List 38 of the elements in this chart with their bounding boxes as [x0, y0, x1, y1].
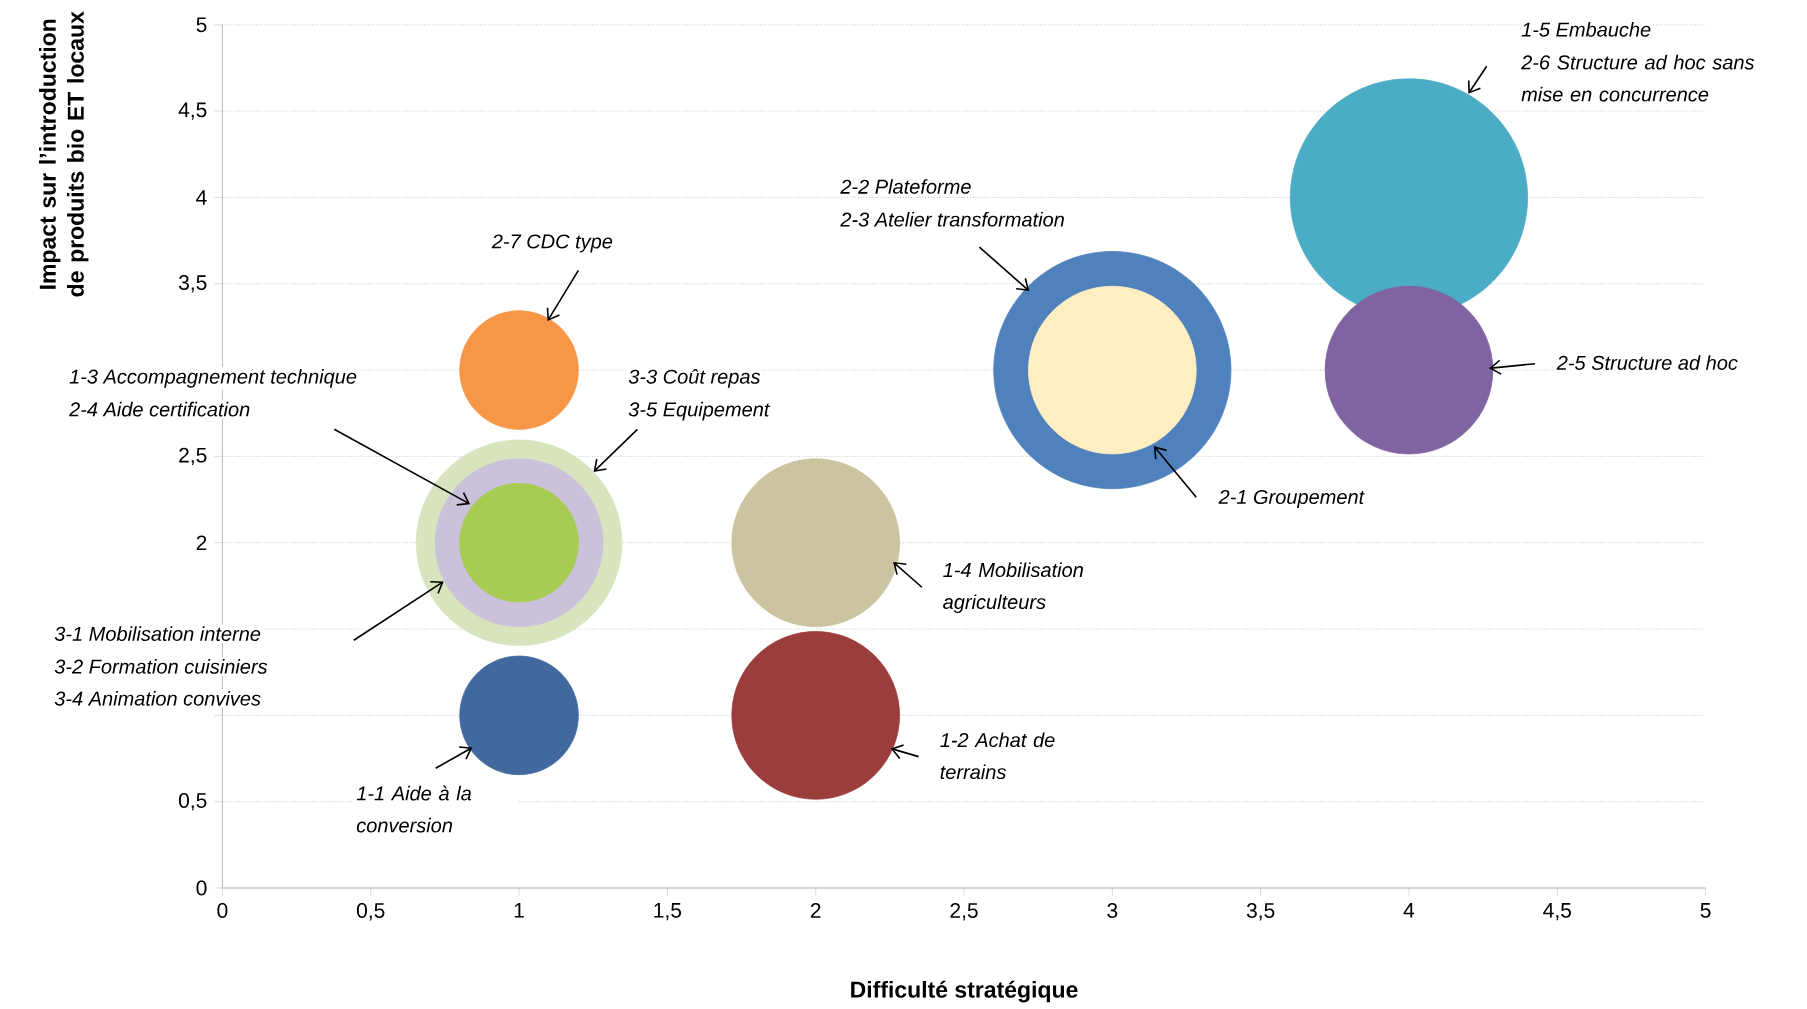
y-tick-label: 2,5	[179, 447, 207, 466]
y-tick-label: 3,5	[178, 275, 207, 293]
annotation: 1-5 Embauche	[1521, 22, 1651, 37]
x-axis-title: Difficulté stratégique	[851, 980, 1078, 1003]
x-tick-label: 3,5	[1246, 903, 1275, 921]
annotation: 2-6 Structure ad hoc sans mise en concurrence	[1521, 54, 1755, 102]
y-tick-label: 4	[196, 190, 207, 205]
y-tick-label: 0,5	[178, 793, 207, 811]
annotation: 1-2 Achat de terrains	[940, 732, 1055, 780]
y-tick-label: 0	[196, 880, 207, 896]
x-tick-label: 3	[1107, 903, 1118, 918]
x-tick-label: 4,5	[1543, 903, 1571, 921]
annotation: 3-2 Formation cuisiniers	[54, 659, 268, 674]
annotation: 1-3 Accompagnement technique	[69, 369, 357, 388]
annotation: 2-7 CDC type	[491, 234, 613, 253]
annotation: 2-5 Structure ad hoc	[1556, 355, 1738, 370]
annotation: 3-1 Mobilisation interne	[54, 626, 261, 641]
y-tick-label: 2	[196, 535, 207, 551]
y-tick-label: 4,5	[178, 102, 207, 120]
x-tick-label: 0,5	[356, 903, 385, 921]
x-tick-label: 1	[514, 903, 524, 918]
y-axis-title: Impact sur l’introduction de produits bio ET locaux	[39, 11, 89, 297]
annotation: 1-4 Mobilisation agriculteurs	[943, 562, 1083, 614]
annotation: 2-1 Groupement	[1218, 489, 1365, 508]
annotation: 2-4 Aide certification	[68, 401, 250, 417]
annotation: 3-3 Coût repas	[628, 369, 761, 388]
annotation: 2-3 Atelier transformation	[840, 211, 1064, 227]
annotation: 3-4 Animation convives	[54, 691, 261, 706]
x-tick-label: 4	[1403, 903, 1415, 918]
annotation: 3-5 Equipement	[628, 401, 771, 421]
x-tick-label: 5	[1700, 903, 1711, 918]
annotation: 2-2 Plateforme	[840, 179, 971, 194]
x-tick-label: 0	[217, 903, 228, 918]
annotation: 1-1 Aide à la conversion	[356, 785, 472, 833]
x-tick-label: 1,5	[654, 903, 682, 921]
y-tick-label: 5	[196, 17, 207, 33]
x-tick-label: 2,5	[950, 903, 978, 921]
x-tick-label: 2	[810, 903, 821, 918]
